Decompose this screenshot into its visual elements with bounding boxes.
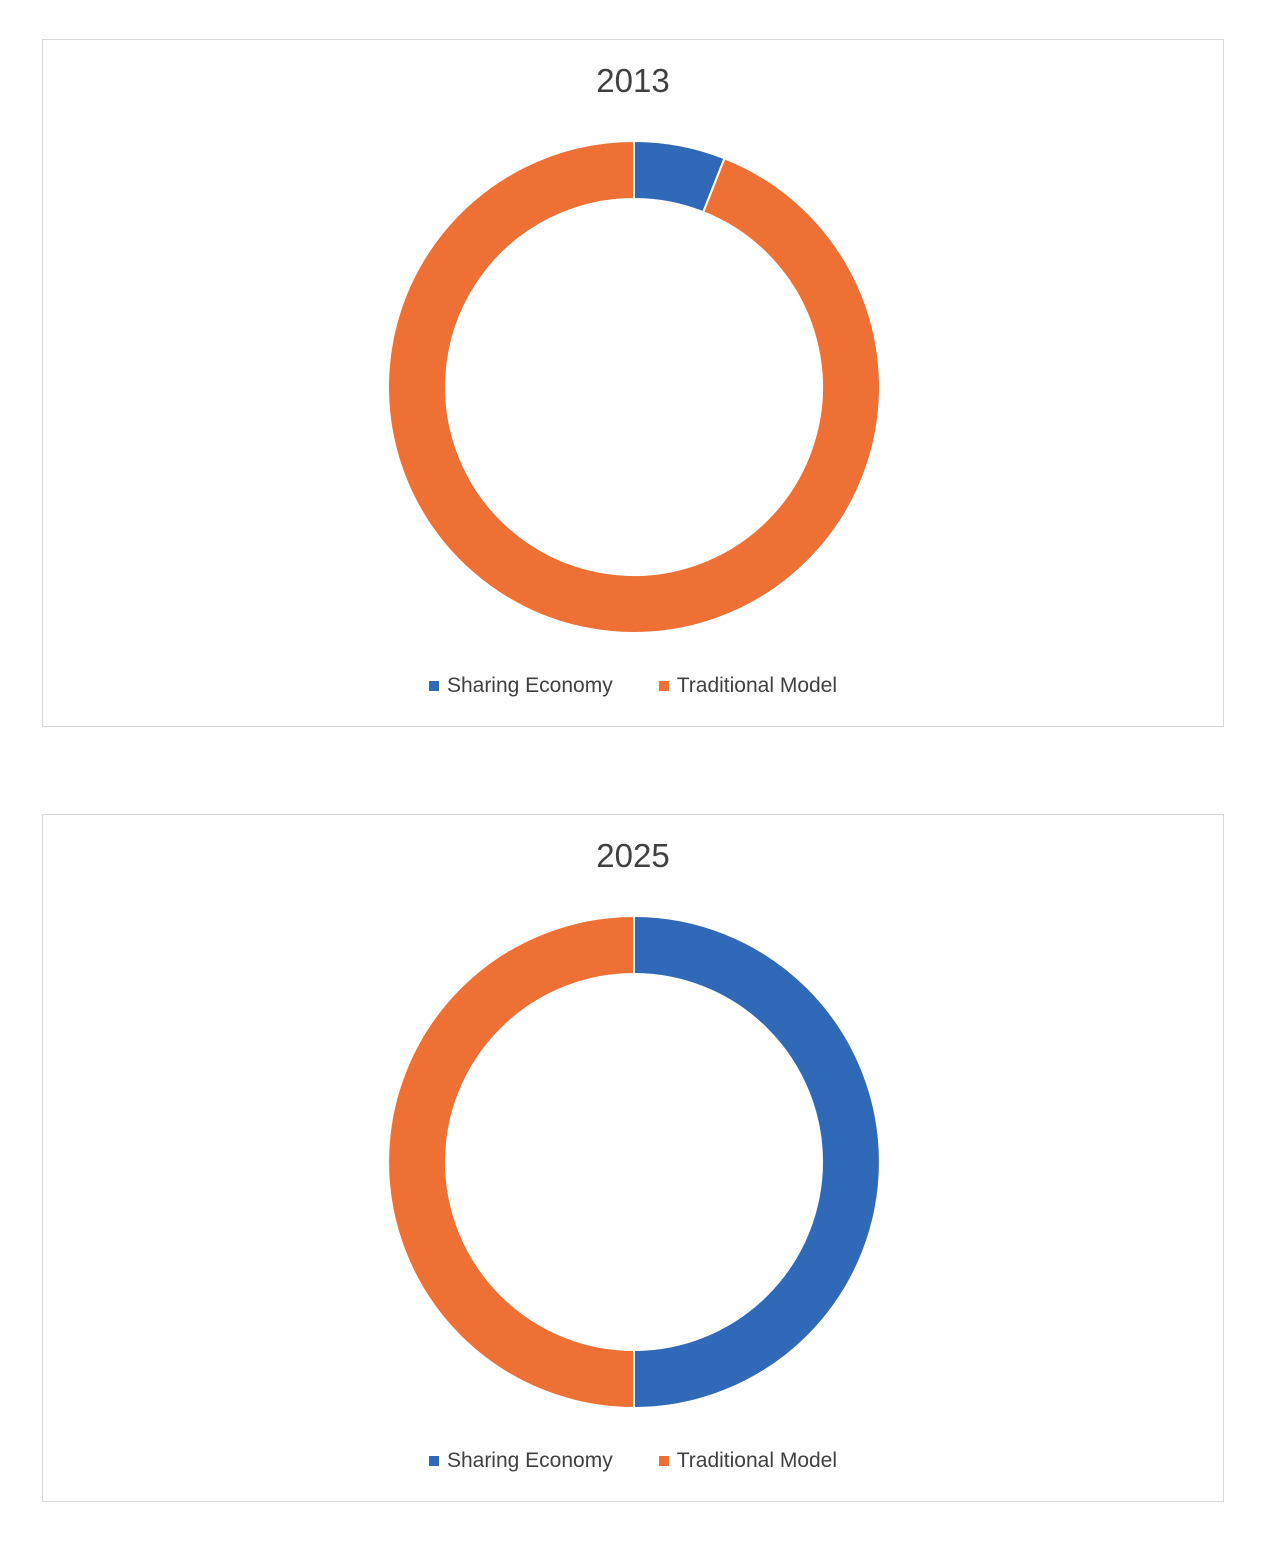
donut-chart-2013: 2013 Sharing Economy Traditional Model <box>42 39 1224 727</box>
chart-title: 2013 <box>596 62 670 99</box>
legend: Sharing Economy Traditional Model <box>43 1449 1223 1473</box>
donut-plot-2013 <box>387 139 881 634</box>
legend-item-sharing-economy: Sharing Economy <box>428 674 613 698</box>
donut-chart-2025: 2025 Sharing Economy Traditional Model <box>42 814 1224 1502</box>
legend-label-traditional-model: Traditional Model <box>676 1449 838 1472</box>
legend-swatch-traditional-model <box>658 1456 669 1466</box>
legend-label-sharing-economy: Sharing Economy <box>446 1449 613 1472</box>
donut-slice-traditional-model <box>387 139 881 634</box>
donut-plot-2025 <box>387 914 881 1410</box>
legend-label-traditional-model: Traditional Model <box>676 674 838 697</box>
legend-item-traditional-model: Traditional Model <box>658 1449 838 1473</box>
legend: Sharing Economy Traditional Model <box>43 674 1223 698</box>
legend-swatch-sharing-economy <box>428 1456 439 1466</box>
legend-swatch-traditional-model <box>658 681 669 691</box>
legend-label-sharing-economy: Sharing Economy <box>446 674 613 697</box>
legend-item-sharing-economy: Sharing Economy <box>428 1449 613 1473</box>
donut-slice-traditional-model <box>387 914 635 1410</box>
legend-swatch-sharing-economy <box>428 681 439 691</box>
donut-slice-sharing-economy <box>633 914 881 1410</box>
legend-item-traditional-model: Traditional Model <box>658 674 838 698</box>
chart-title: 2025 <box>596 837 670 874</box>
